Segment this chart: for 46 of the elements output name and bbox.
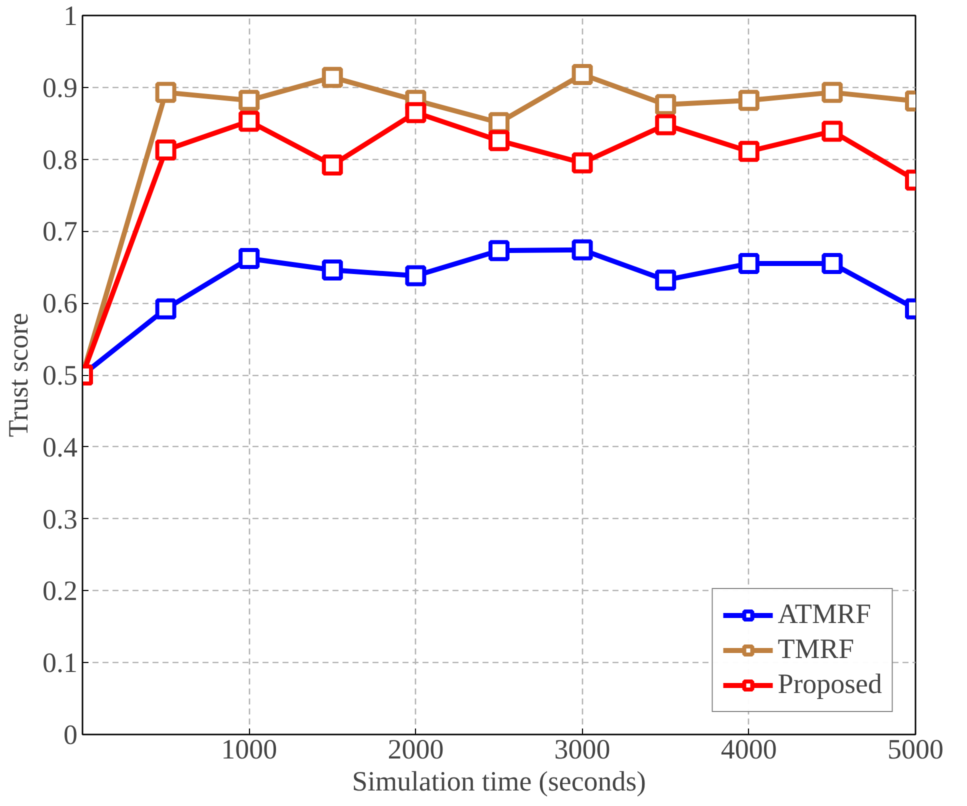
point (155, 298, 176, 320)
point (738, 140, 760, 162)
point (322, 260, 343, 281)
point (155, 82, 176, 103)
x-tick-label: 3000 (554, 734, 610, 766)
y-tick-label: 0.9 (42, 72, 78, 104)
point (655, 114, 676, 136)
y-tick-label: 0.5 (42, 360, 78, 392)
point (572, 239, 593, 260)
point (488, 130, 510, 152)
point (822, 82, 843, 103)
point (322, 66, 343, 88)
legend-label: ATMRF (778, 599, 872, 631)
y-tick-label: 0.7 (42, 216, 78, 248)
y-tick-label: 0.1 (42, 648, 78, 680)
point (572, 152, 593, 174)
y-tick-label: 0.6 (42, 288, 78, 320)
point (488, 240, 510, 262)
point (238, 110, 260, 132)
point (238, 248, 260, 270)
legend-label: Proposed (778, 669, 882, 701)
y-tick-label: 0.4 (42, 432, 78, 464)
y-axis-title: Trust score (4, 312, 34, 438)
point (738, 90, 760, 111)
point (738, 253, 760, 274)
y-tick-label: 0.8 (42, 144, 78, 176)
y-tick-label: 0.3 (42, 504, 78, 536)
point (238, 90, 260, 111)
x-tick-label: 2000 (388, 734, 444, 766)
x-tick-label: 1000 (221, 734, 278, 766)
point (405, 102, 426, 124)
point (405, 265, 426, 286)
point (655, 94, 676, 116)
y-tick-label: 1 (64, 1, 78, 32)
point (655, 270, 676, 291)
x-axis-title: Simulation time (seconds) (352, 766, 646, 798)
x-tick-label: 4000 (720, 734, 777, 766)
point (322, 154, 343, 176)
legend-label: TMRF (778, 634, 854, 666)
y-tick-label: 0 (64, 720, 78, 751)
point (822, 253, 843, 274)
point (822, 120, 843, 142)
point (572, 64, 593, 85)
y-tick-label: 0.2 (42, 576, 78, 608)
point (155, 139, 176, 160)
x-tick-label: 5000 (888, 734, 944, 766)
